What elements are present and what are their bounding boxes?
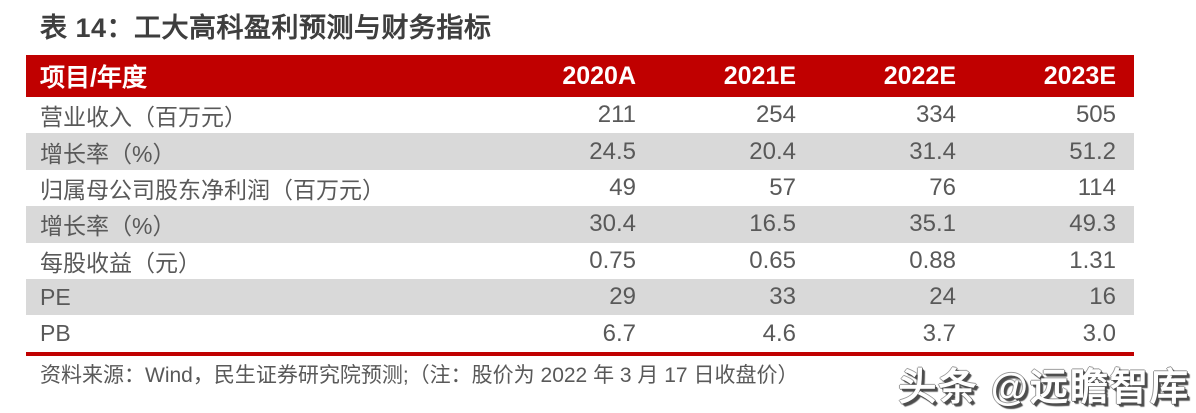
table-cell: 35.1 — [909, 210, 956, 238]
table-cell: 3.0 — [1082, 319, 1116, 347]
row-label: 营业收入（百万元） — [40, 104, 247, 131]
table-cell: 3.7 — [922, 319, 956, 347]
table-cell: 505 — [1075, 101, 1116, 129]
table-row: PE 29 33 24 16 — [26, 278, 1134, 316]
header-2020a: 2020A — [562, 61, 636, 90]
table-cell: 57 — [769, 173, 796, 201]
table-header-row: 项目/年度 2020A 2021E 2022E 2023E — [26, 55, 1134, 97]
row-label: 增长率（%） — [40, 213, 176, 240]
row-label: 每股收益（元） — [40, 249, 201, 276]
source-note: 资料来源：Wind，民生证券研究院预测;（注：股价为 2022 年 3 月 17… — [40, 364, 799, 387]
table-row: 营业收入（百万元） 211 254 334 505 — [26, 97, 1134, 134]
header-2021e: 2021E — [723, 61, 796, 90]
row-label: PE — [40, 283, 71, 310]
table-cell: 0.88 — [909, 246, 956, 274]
table-cell: 0.75 — [589, 246, 636, 274]
table-cell: 0.65 — [749, 246, 796, 274]
table-cell: 114 — [1077, 173, 1116, 201]
table-cell: 16 — [1089, 283, 1116, 311]
table-cell: 76 — [929, 173, 956, 201]
table-cell: 51.2 — [1069, 137, 1116, 165]
table-cell: 24 — [929, 283, 956, 311]
table-cell: 24.5 — [589, 137, 636, 165]
table-cell: 29 — [609, 283, 636, 311]
row-label: 增长率（%） — [40, 140, 176, 167]
table-cell: 211 — [597, 101, 636, 129]
table-bottom-divider — [26, 352, 1134, 356]
table-cell: 254 — [755, 101, 796, 129]
financial-forecast-table: 项目/年度 2020A 2021E 2022E 2023E 营业收入（百万元） … — [26, 55, 1134, 352]
table-title: 表 14：工大高科盈利预测与财务指标 — [40, 13, 492, 43]
table-row: 增长率（%） 30.4 16.5 35.1 49.3 — [26, 206, 1134, 243]
table-cell: 1.31 — [1069, 246, 1116, 274]
table-cell: 16.5 — [749, 210, 796, 238]
table-cell: 20.4 — [749, 137, 796, 165]
table-cell: 31.4 — [909, 137, 956, 165]
table-cell: 334 — [915, 101, 956, 129]
table-row: 归属母公司股东净利润（百万元） 49 57 76 114 — [26, 169, 1134, 207]
table-row: PB 6.7 4.6 3.7 3.0 — [26, 315, 1134, 352]
table-row: 增长率（%） 24.5 20.4 31.4 51.2 — [26, 133, 1134, 170]
table-cell: 49 — [609, 173, 636, 201]
row-label: PB — [40, 320, 71, 347]
table-cell: 6.7 — [602, 319, 636, 347]
table-cell: 30.4 — [589, 210, 636, 238]
toutiao-watermark: 头条 @远瞻智库 — [898, 367, 1190, 409]
header-2023e: 2023E — [1043, 61, 1116, 90]
table-cell: 49.3 — [1069, 210, 1116, 238]
table-row: 每股收益（元） 0.75 0.65 0.88 1.31 — [26, 242, 1134, 279]
header-2022e: 2022E — [883, 61, 956, 90]
header-item-year: 项目/年度 — [40, 64, 147, 92]
table-cell: 4.6 — [762, 319, 796, 347]
row-label: 归属母公司股东净利润（百万元） — [40, 176, 385, 203]
table-cell: 33 — [769, 283, 796, 311]
